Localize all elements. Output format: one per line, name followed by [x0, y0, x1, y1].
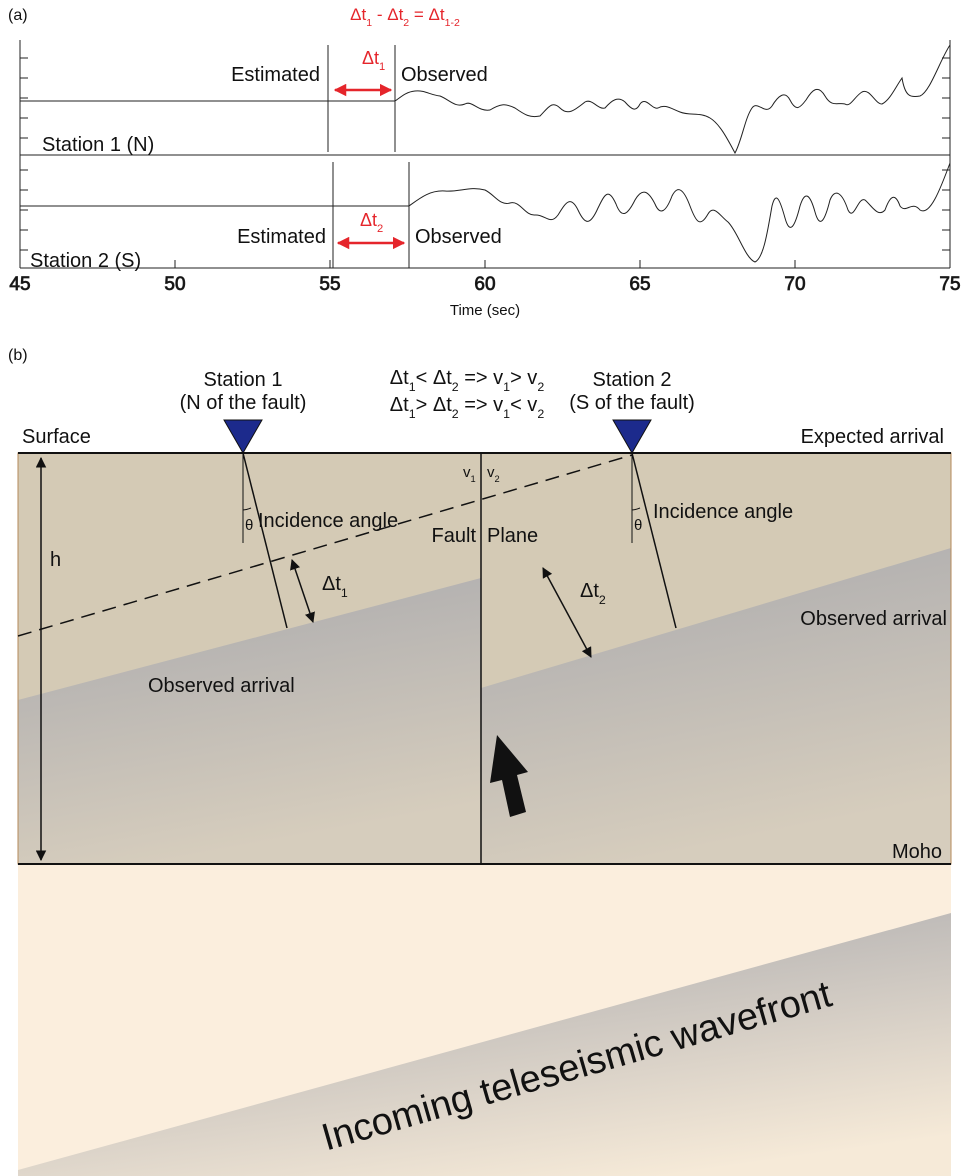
text-part: => v [459, 394, 503, 416]
subscript: 1 [379, 61, 385, 73]
station-label: Station 1 [204, 369, 283, 391]
text-part: < v [510, 394, 537, 416]
x-tick-label: 70 [784, 274, 805, 295]
station-label: (N of the fault) [180, 392, 307, 414]
panel-b [18, 420, 951, 1176]
text-part: Δt [362, 48, 379, 68]
station-label: Station 2 (S) [30, 250, 141, 272]
x-tick-label: 45 [9, 274, 30, 295]
delta-label: Δt2 [360, 210, 383, 235]
observed-label: Observed arrival [800, 608, 947, 630]
station-label: Station 1 (N) [42, 134, 154, 156]
relation: Δt1< Δt2 => v1> v2 [390, 367, 545, 394]
station-label: (S of the fault) [569, 392, 695, 414]
theta: θ [245, 517, 253, 534]
subscript: 2 [537, 407, 544, 421]
text-part: > Δt [416, 394, 453, 416]
observed-label: Observed [415, 226, 502, 248]
x-tick-label: 50 [164, 274, 185, 295]
observed-label: Observed [401, 64, 488, 86]
delta-label: Δt1 [362, 48, 385, 73]
expected-label: Expected arrival [801, 426, 944, 448]
equation: Δt1 - Δt2 = Δt1-2 [350, 5, 460, 29]
side-ticks [20, 58, 950, 250]
text-part: Δt [350, 5, 366, 24]
text-part: = Δt [409, 5, 445, 24]
x-ticks: 45 50 55 60 65 70 75 [9, 260, 960, 295]
moho-label: Moho [892, 841, 942, 863]
text-part: Δt [390, 394, 409, 416]
subscript: 2 [377, 223, 383, 235]
station-1 [224, 420, 262, 453]
subscript: 1 [471, 474, 476, 484]
text-part: Δt [390, 367, 409, 389]
text-part: Δt [580, 580, 599, 602]
estimated-label: Estimated [231, 64, 320, 86]
subscript: 2 [599, 593, 606, 607]
theta: θ [634, 517, 642, 534]
incidence-label: Incidence angle [653, 501, 793, 523]
fault-label: Fault [432, 525, 477, 547]
figure: (a) Δt1 - Δt2 = Δt1-2 Estimated Observed… [0, 0, 964, 1176]
text-part: Δt [360, 210, 377, 230]
text-part: > v [510, 367, 537, 389]
station-label: Station 2 [593, 369, 672, 391]
trace-1 [20, 45, 950, 153]
subscript: 2 [495, 474, 500, 484]
x-tick-label: 65 [629, 274, 650, 295]
incidence-label: Incidence angle [258, 510, 398, 532]
surface-label: Surface [22, 426, 91, 448]
x-tick-label: 75 [939, 274, 960, 295]
subscript: 2 [537, 380, 544, 394]
subscript: 1-2 [445, 17, 460, 29]
h-label: h [50, 549, 61, 571]
x-tick-label: 60 [474, 274, 495, 295]
fault-label: Plane [487, 525, 538, 547]
panel-label: (b) [8, 347, 28, 364]
subscript: 1 [341, 586, 348, 600]
station-2 [613, 420, 651, 453]
estimated-label: Estimated [237, 226, 326, 248]
observed-label: Observed arrival [148, 675, 295, 697]
x-tick-label: 55 [319, 274, 340, 295]
text-part: - Δt [372, 5, 403, 24]
text-part: => v [459, 367, 503, 389]
x-axis-label: Time (sec) [450, 302, 520, 319]
relation: Δt1> Δt2 => v1< v2 [390, 394, 545, 421]
panel-label: (a) [8, 7, 28, 24]
text-part: < Δt [416, 367, 453, 389]
text-part: Δt [322, 573, 341, 595]
